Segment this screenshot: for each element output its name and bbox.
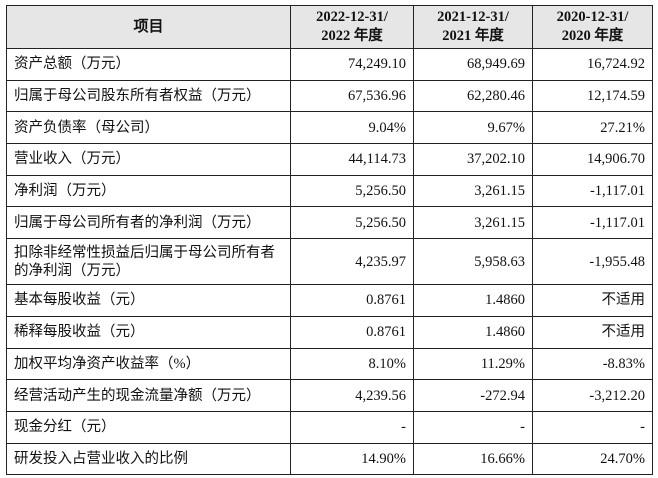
value-2020: -1,117.01: [532, 174, 653, 208]
value-2021: 11.29%: [413, 347, 533, 381]
financial-indicators-table: 项目 2022-12-31/ 2022 年度 2021-12-31/ 2021 …: [6, 5, 653, 476]
row-label: 净利润（万元）: [6, 174, 291, 208]
value-2021: 37,202.10: [413, 143, 533, 176]
value-2020: 16,724.92: [532, 48, 653, 81]
value-2021: -272.94: [413, 379, 533, 412]
value-2021: 1.4860: [413, 284, 533, 317]
value-2020: -3,212.20: [532, 379, 653, 412]
value-2020: 14,906.70: [532, 143, 653, 176]
value-2021: 62,280.46: [413, 79, 533, 113]
table-row: 归属于母公司股东所有者权益（万元） 67,536.96 62,280.46 12…: [6, 79, 653, 113]
value-2022: 74,249.10: [290, 48, 414, 81]
value-2022: 0.8761: [290, 284, 414, 317]
value-2020: 27.21%: [532, 111, 653, 145]
row-label: 稀释每股收益（元）: [6, 315, 291, 349]
row-label: 归属于母公司所有者的净利润（万元）: [6, 206, 291, 240]
table-row: 归属于母公司所有者的净利润（万元） 5,256.50 3,261.15 -1,1…: [6, 206, 653, 240]
value-2022: 14.90%: [290, 442, 414, 476]
table-row: 稀释每股收益（元） 0.8761 1.4860 不适用: [6, 315, 653, 349]
value-2021: -: [413, 410, 533, 444]
value-2021: 5,958.63: [413, 238, 533, 286]
table-row: 加权平均净资产收益率（%） 8.10% 11.29% -8.83%: [6, 347, 653, 381]
header-2020-year: 2020 年度: [561, 28, 624, 44]
table-row: 经营活动产生的现金流量净额（万元） 4,239.56 -272.94 -3,21…: [6, 379, 653, 412]
value-2022: 4,235.97: [290, 238, 414, 286]
table-row: 资产总额（万元） 74,249.10 68,949.69 16,724.92: [6, 48, 653, 81]
table-row: 研发投入占营业收入的比例 14.90% 16.66% 24.70%: [6, 442, 653, 476]
value-2022: 5,256.50: [290, 174, 414, 208]
value-2022: 8.10%: [290, 347, 414, 381]
value-2022: 9.04%: [290, 111, 414, 145]
row-label: 加权平均净资产收益率（%）: [6, 347, 291, 381]
value-2020: 不适用: [532, 284, 653, 317]
row-label: 基本每股收益（元）: [6, 284, 291, 317]
value-2022: -: [290, 410, 414, 444]
row-label: 资产总额（万元）: [6, 48, 291, 81]
table-row: 扣除非经常性损益后归属于母公司所有者的净利润（万元） 4,235.97 5,95…: [6, 238, 653, 286]
header-2021: 2021-12-31/ 2021 年度: [413, 5, 533, 49]
value-2022: 5,256.50: [290, 206, 414, 240]
value-2021: 3,261.15: [413, 174, 533, 208]
value-2021: 9.67%: [413, 111, 533, 145]
value-2021: 68,949.69: [413, 48, 533, 81]
header-item: 项目: [6, 5, 291, 49]
header-2022: 2022-12-31/ 2022 年度: [290, 5, 414, 49]
value-2022: 0.8761: [290, 315, 414, 349]
row-label: 现金分红（元）: [6, 410, 291, 444]
table-row: 现金分红（元） - - -: [6, 410, 653, 444]
value-2020: 24.70%: [532, 442, 653, 476]
row-label: 归属于母公司股东所有者权益（万元）: [6, 79, 291, 113]
header-2022-year: 2022 年度: [321, 28, 383, 44]
header-2020-date: 2020-12-31/: [556, 9, 629, 25]
row-label: 营业收入（万元）: [6, 143, 291, 176]
table-row: 基本每股收益（元） 0.8761 1.4860 不适用: [6, 284, 653, 317]
value-2020: 12,174.59: [532, 79, 653, 113]
value-2022: 4,239.56: [290, 379, 414, 412]
header-2022-date: 2022-12-31/: [316, 9, 388, 25]
table-header-row: 项目 2022-12-31/ 2022 年度 2021-12-31/ 2021 …: [6, 5, 653, 49]
value-2020: -: [532, 410, 653, 444]
value-2021: 3,261.15: [413, 206, 533, 240]
row-label: 研发投入占营业收入的比例: [6, 442, 291, 476]
header-2021-date: 2021-12-31/: [437, 9, 509, 25]
value-2022: 44,114.73: [290, 143, 414, 176]
table-row: 净利润（万元） 5,256.50 3,261.15 -1,117.01: [6, 174, 653, 208]
financial-table-container: 项目 2022-12-31/ 2022 年度 2021-12-31/ 2021 …: [6, 5, 653, 476]
table-row: 资产负债率（母公司） 9.04% 9.67% 27.21%: [6, 111, 653, 145]
row-label: 扣除非经常性损益后归属于母公司所有者的净利润（万元）: [6, 238, 291, 286]
value-2020: 不适用: [532, 315, 653, 349]
value-2021: 1.4860: [413, 315, 533, 349]
header-item-label: 项目: [133, 18, 164, 35]
value-2020: -1,117.01: [532, 206, 653, 240]
value-2020: -8.83%: [532, 347, 653, 381]
header-2020: 2020-12-31/ 2020 年度: [532, 5, 653, 49]
row-label: 资产负债率（母公司）: [6, 111, 291, 145]
value-2021: 16.66%: [413, 442, 533, 476]
value-2020: -1,955.48: [532, 238, 653, 286]
value-2022: 67,536.96: [290, 79, 414, 113]
header-2021-year: 2021 年度: [442, 28, 504, 44]
table-row: 营业收入（万元） 44,114.73 37,202.10 14,906.70: [6, 143, 653, 176]
row-label: 经营活动产生的现金流量净额（万元）: [6, 379, 291, 412]
